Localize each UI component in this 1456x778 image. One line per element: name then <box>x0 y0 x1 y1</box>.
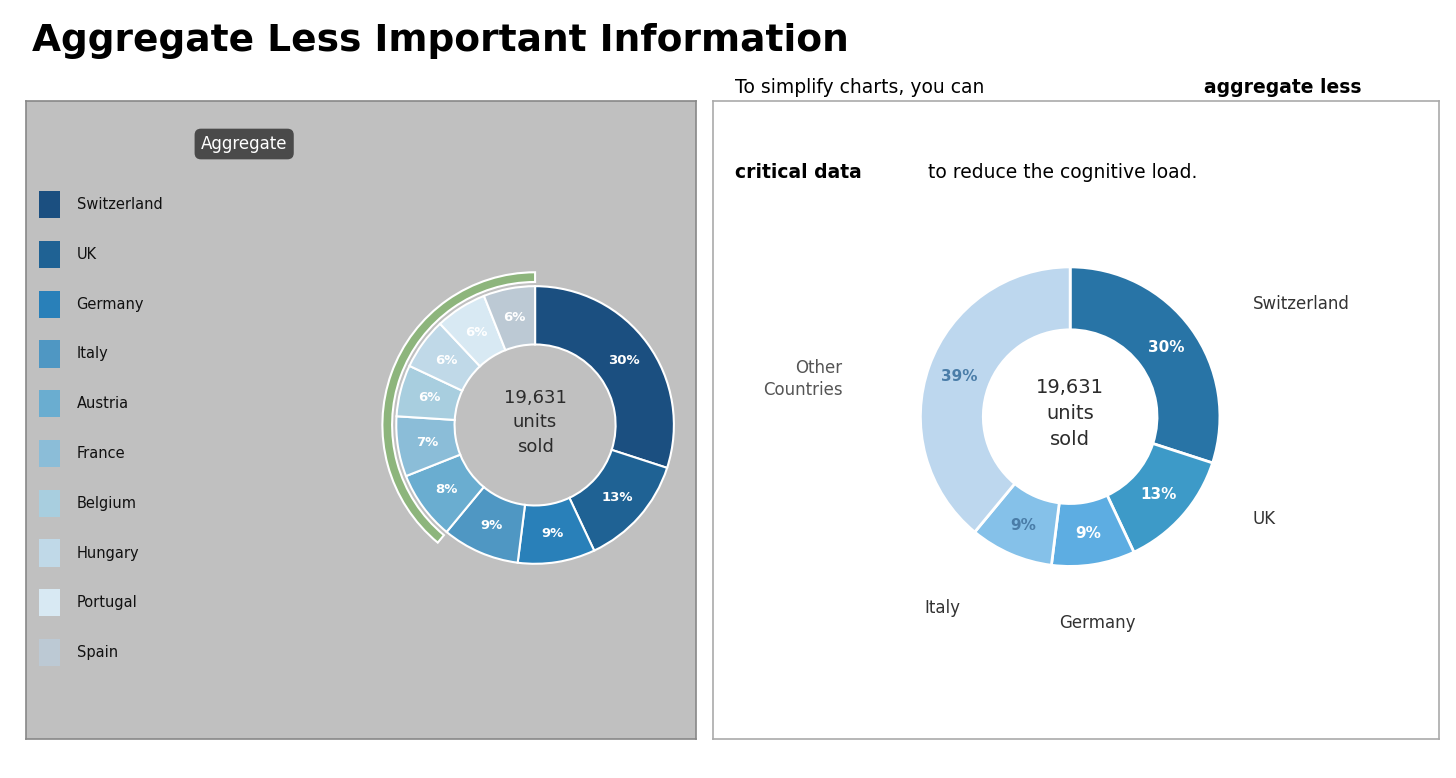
Wedge shape <box>1051 496 1134 566</box>
Text: 19,631
units
sold: 19,631 units sold <box>504 389 566 455</box>
Wedge shape <box>974 484 1060 566</box>
Wedge shape <box>920 267 1070 532</box>
Wedge shape <box>536 286 674 468</box>
Text: Aggregate: Aggregate <box>201 135 287 153</box>
Text: Hungary: Hungary <box>77 545 140 560</box>
Text: Spain: Spain <box>77 645 118 660</box>
Wedge shape <box>569 450 667 551</box>
Text: 6%: 6% <box>504 310 526 324</box>
Text: Austria: Austria <box>77 396 128 412</box>
Text: critical data: critical data <box>735 163 862 182</box>
Text: Belgium: Belgium <box>77 496 137 511</box>
Text: 8%: 8% <box>435 483 457 496</box>
Wedge shape <box>1107 443 1213 552</box>
Text: UK: UK <box>77 247 96 262</box>
Text: 6%: 6% <box>418 391 440 405</box>
Text: Aggregate Less Important Information: Aggregate Less Important Information <box>32 23 849 59</box>
Text: Italy: Italy <box>925 599 961 618</box>
FancyBboxPatch shape <box>39 241 61 268</box>
Wedge shape <box>447 487 526 562</box>
Text: 7%: 7% <box>415 436 438 449</box>
Text: 30%: 30% <box>609 354 639 367</box>
Text: 9%: 9% <box>542 527 563 540</box>
Text: Other
Countries: Other Countries <box>763 359 843 399</box>
Text: Italy: Italy <box>77 346 108 362</box>
Wedge shape <box>383 272 536 542</box>
Wedge shape <box>396 366 462 420</box>
FancyBboxPatch shape <box>39 390 61 417</box>
Text: France: France <box>77 446 125 461</box>
Text: Germany: Germany <box>77 296 144 312</box>
FancyBboxPatch shape <box>39 639 61 666</box>
Text: UK: UK <box>1252 510 1275 527</box>
Wedge shape <box>409 324 480 391</box>
Text: 19,631
units
sold: 19,631 units sold <box>1037 378 1104 449</box>
FancyBboxPatch shape <box>39 191 61 219</box>
Text: 6%: 6% <box>464 326 488 339</box>
Wedge shape <box>1070 267 1220 463</box>
Text: 13%: 13% <box>601 491 633 504</box>
Text: Switzerland: Switzerland <box>1252 296 1350 314</box>
FancyBboxPatch shape <box>39 440 61 467</box>
Wedge shape <box>396 416 460 476</box>
Wedge shape <box>518 498 594 564</box>
Text: 13%: 13% <box>1140 487 1176 503</box>
Wedge shape <box>440 296 505 366</box>
Text: 9%: 9% <box>480 519 502 532</box>
Text: 30%: 30% <box>1147 340 1184 355</box>
Wedge shape <box>406 454 483 532</box>
Wedge shape <box>483 286 536 350</box>
Text: Portugal: Portugal <box>77 595 137 610</box>
FancyBboxPatch shape <box>39 539 61 566</box>
FancyBboxPatch shape <box>39 340 61 368</box>
Text: 39%: 39% <box>941 369 977 384</box>
Text: to reduce the cognitive load.: to reduce the cognitive load. <box>922 163 1197 182</box>
Text: 6%: 6% <box>435 354 457 367</box>
Text: 9%: 9% <box>1010 517 1037 533</box>
FancyBboxPatch shape <box>39 290 61 318</box>
Text: 9%: 9% <box>1076 526 1102 541</box>
FancyBboxPatch shape <box>39 589 61 616</box>
Text: aggregate less: aggregate less <box>1204 78 1361 96</box>
Text: Germany: Germany <box>1059 615 1136 633</box>
Text: To simplify charts, you can: To simplify charts, you can <box>735 78 990 96</box>
Text: Switzerland: Switzerland <box>77 197 162 212</box>
FancyBboxPatch shape <box>39 489 61 517</box>
